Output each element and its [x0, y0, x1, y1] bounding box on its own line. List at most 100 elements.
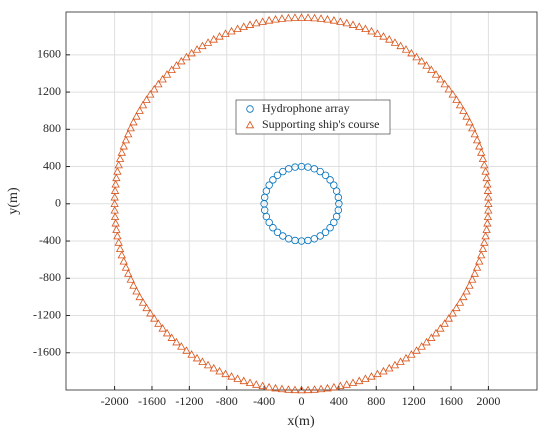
- point: [110, 186, 120, 194]
- y-tick-label: 400: [43, 158, 61, 172]
- point: [361, 24, 370, 33]
- point: [444, 84, 453, 93]
- x-tick-label: 2000: [476, 394, 500, 408]
- point: [290, 385, 300, 394]
- point: [264, 382, 274, 391]
- point: [477, 250, 486, 259]
- y-tick-label: -400: [39, 233, 61, 247]
- point: [192, 45, 202, 53]
- point: [245, 20, 255, 28]
- point: [348, 20, 358, 28]
- point: [478, 244, 488, 253]
- point: [323, 15, 332, 23]
- point: [264, 16, 274, 24]
- point: [119, 257, 128, 265]
- x-tick-label: -2000: [101, 394, 129, 408]
- point: [334, 206, 343, 214]
- y-tick-label: -1600: [33, 345, 61, 359]
- point: [431, 328, 441, 337]
- point: [167, 333, 176, 341]
- y-axis-label: y(m): [6, 187, 21, 215]
- point: [431, 70, 441, 78]
- point: [342, 380, 351, 388]
- point: [233, 24, 242, 33]
- y-tick-label: 1600: [37, 47, 61, 61]
- point: [483, 180, 492, 188]
- x-tick-label: 400: [330, 394, 348, 408]
- point: [111, 180, 120, 188]
- point: [273, 228, 282, 236]
- point: [158, 324, 167, 332]
- point: [334, 193, 343, 202]
- point: [142, 303, 151, 312]
- point: [269, 224, 277, 232]
- point: [304, 236, 312, 245]
- x-tick-label: -800: [216, 394, 238, 408]
- point: [110, 212, 120, 221]
- point: [477, 148, 486, 156]
- point: [252, 18, 261, 27]
- point: [480, 238, 489, 246]
- point: [121, 263, 131, 271]
- point: [484, 205, 493, 214]
- point: [470, 269, 479, 277]
- point: [355, 22, 364, 30]
- point: [290, 13, 300, 21]
- point: [321, 171, 330, 180]
- point: [269, 176, 277, 184]
- point: [470, 129, 479, 138]
- point: [412, 52, 421, 61]
- x-tick-label: -400: [253, 394, 275, 408]
- point: [336, 381, 345, 390]
- point: [124, 269, 133, 277]
- point: [465, 117, 474, 126]
- point: [367, 372, 376, 380]
- x-tick-label: -1600: [138, 394, 166, 408]
- point: [436, 324, 445, 332]
- y-tick-label: -1200: [33, 307, 61, 321]
- point: [162, 328, 172, 337]
- point: [182, 346, 191, 354]
- point: [271, 15, 280, 23]
- point: [115, 154, 125, 162]
- point: [316, 232, 324, 240]
- point: [258, 381, 267, 390]
- point: [129, 117, 138, 126]
- point: [129, 281, 138, 289]
- point: [303, 385, 313, 394]
- point: [284, 13, 293, 22]
- point: [209, 35, 218, 43]
- point: [468, 275, 477, 283]
- point: [475, 257, 484, 265]
- point: [198, 41, 207, 50]
- y-tick-label: 800: [43, 121, 61, 135]
- point: [462, 112, 471, 120]
- point: [303, 13, 313, 21]
- point: [326, 176, 334, 184]
- point: [330, 181, 338, 189]
- point: [271, 383, 280, 392]
- y-tick-label: -800: [39, 270, 61, 284]
- point: [192, 353, 202, 362]
- point: [162, 70, 172, 78]
- point: [481, 167, 490, 175]
- point: [124, 129, 133, 138]
- plot-frame: [65, 11, 538, 391]
- point: [182, 52, 191, 61]
- point: [444, 314, 453, 322]
- point: [417, 56, 426, 65]
- point: [132, 286, 141, 295]
- point: [291, 163, 299, 171]
- point: [462, 286, 471, 295]
- point: [465, 281, 474, 289]
- point: [138, 298, 148, 306]
- point: [480, 160, 489, 169]
- point: [126, 123, 135, 132]
- point: [117, 250, 126, 259]
- point: [401, 353, 411, 362]
- point: [316, 384, 326, 393]
- point: [277, 14, 287, 22]
- point: [478, 154, 488, 162]
- point: [150, 84, 159, 93]
